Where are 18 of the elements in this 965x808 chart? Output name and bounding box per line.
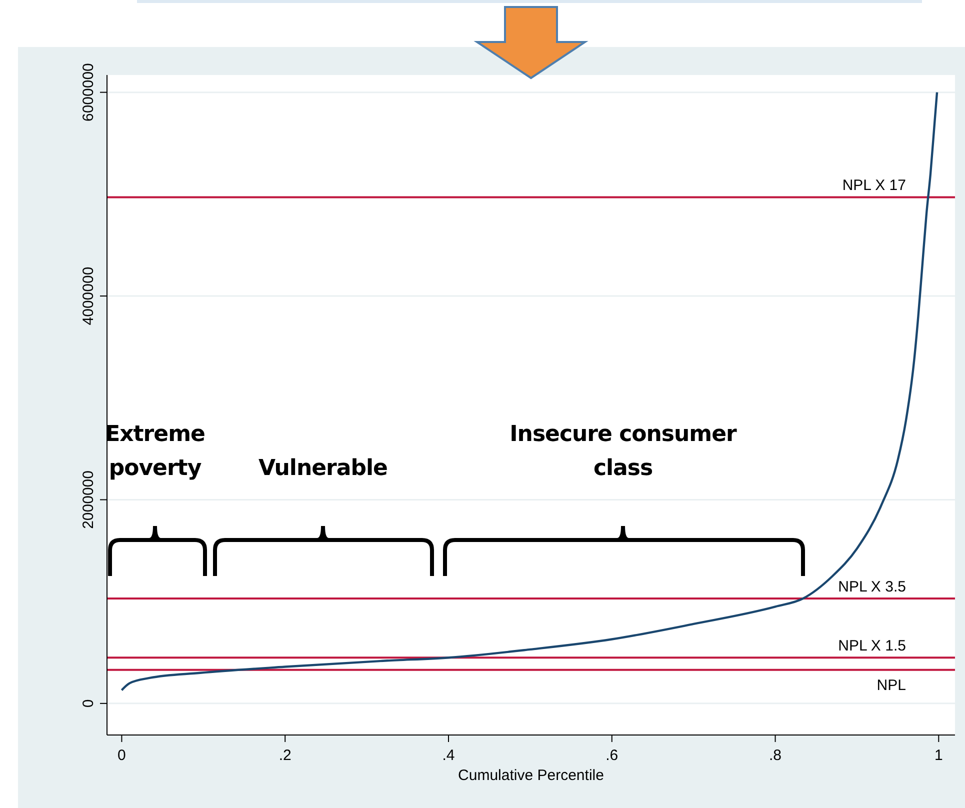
x-tick-label: .6 <box>606 747 618 764</box>
ref-line-label: NPL X 3.5 <box>838 578 906 596</box>
ref-line-label: NPL X 1.5 <box>838 638 906 655</box>
x-tick-label: .4 <box>442 747 455 764</box>
y-tick-label: 4000000 <box>80 266 97 326</box>
x-axis-title: Cumulative Percentile <box>458 767 604 784</box>
y-tick-label: 2000000 <box>80 470 97 529</box>
x-tick-label: .8 <box>769 747 782 764</box>
x-tick-label: 0 <box>118 747 126 764</box>
x-tick-label: .2 <box>278 747 292 764</box>
annotation: Extreme poverty <box>105 422 205 481</box>
annotation: Insecure consumer class <box>510 422 738 481</box>
y-tick-label: 6000000 <box>80 63 97 122</box>
y-tick-label: 0 <box>80 699 97 708</box>
ref-line-label: NPL X 17 <box>842 177 906 194</box>
x-tick-label: 1 <box>934 747 943 764</box>
ref-line-label: NPL <box>876 676 906 694</box>
annotation: Vulnerable <box>258 456 388 481</box>
